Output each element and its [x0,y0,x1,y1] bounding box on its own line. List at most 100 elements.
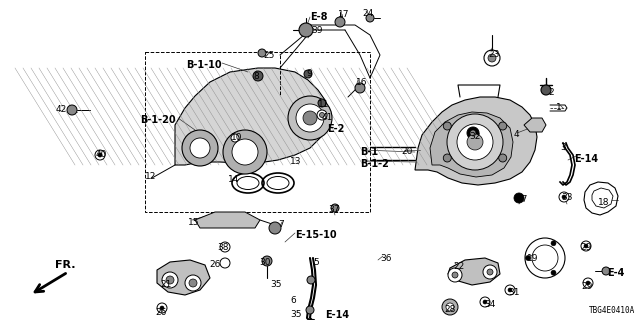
Circle shape [541,85,551,95]
Text: E-14: E-14 [325,310,349,320]
Circle shape [306,306,314,314]
Circle shape [288,96,332,140]
Text: FR.: FR. [55,260,76,270]
Circle shape [532,245,558,271]
Text: 2: 2 [548,88,554,97]
Text: E-14: E-14 [574,154,598,164]
Circle shape [499,154,507,162]
Text: 39: 39 [311,26,323,35]
Text: 29: 29 [581,282,593,291]
Circle shape [483,300,487,304]
Circle shape [296,104,324,132]
Text: 16: 16 [356,78,367,87]
Text: 11: 11 [318,100,330,109]
Circle shape [444,154,451,162]
Circle shape [562,195,566,199]
Circle shape [335,17,345,27]
Text: B-1-10: B-1-10 [186,60,221,70]
Text: 30: 30 [259,258,271,267]
Circle shape [447,114,503,170]
Text: 17: 17 [338,10,349,19]
Circle shape [581,241,591,251]
Text: 7: 7 [278,220,284,229]
Text: 26: 26 [209,260,220,269]
Circle shape [317,110,327,120]
Circle shape [262,256,272,266]
Circle shape [551,270,556,275]
Polygon shape [175,68,330,165]
Ellipse shape [267,177,289,189]
Text: 38: 38 [217,243,228,252]
Circle shape [166,276,174,284]
Circle shape [452,272,458,278]
Text: 14: 14 [228,175,239,184]
Ellipse shape [237,177,259,189]
Text: 1: 1 [556,103,562,112]
Text: 8: 8 [253,72,259,81]
Text: 12: 12 [145,172,156,181]
Circle shape [95,150,105,160]
Circle shape [232,139,258,165]
Circle shape [157,303,167,313]
Circle shape [457,124,493,160]
Circle shape [307,276,315,284]
Circle shape [189,279,197,287]
Circle shape [299,23,313,37]
Text: 18: 18 [598,198,609,207]
Circle shape [508,288,512,292]
Polygon shape [524,118,546,132]
Polygon shape [195,212,260,228]
Circle shape [470,130,476,136]
Circle shape [231,134,239,142]
Circle shape [525,255,531,260]
Text: 35: 35 [270,280,282,289]
Circle shape [444,122,451,130]
Circle shape [505,285,515,295]
Polygon shape [157,260,210,295]
Text: B-1-20: B-1-20 [140,115,175,125]
Circle shape [67,105,77,115]
Circle shape [584,244,588,248]
Circle shape [182,130,218,166]
Circle shape [269,222,281,234]
Circle shape [559,192,569,202]
Circle shape [467,134,483,150]
Text: 23: 23 [488,50,499,59]
Circle shape [483,265,497,279]
Text: 42: 42 [56,105,67,114]
Circle shape [258,49,266,57]
Circle shape [160,306,164,310]
Text: 27: 27 [516,195,527,204]
Text: 4: 4 [514,130,520,139]
Text: 10: 10 [231,133,243,142]
Circle shape [602,267,610,275]
Text: 5: 5 [313,258,319,267]
Text: 29: 29 [580,243,591,252]
Polygon shape [592,188,613,208]
Text: 3: 3 [560,143,566,152]
Circle shape [467,127,479,139]
Bar [145,52,370,212]
Text: E-4: E-4 [607,268,625,278]
Polygon shape [430,112,513,177]
Polygon shape [175,68,330,165]
Circle shape [223,130,267,174]
Circle shape [220,242,230,252]
Circle shape [318,99,326,107]
Circle shape [190,138,210,158]
Circle shape [487,269,493,275]
Circle shape [488,54,496,62]
Circle shape [583,278,593,288]
Circle shape [499,122,507,130]
Circle shape [586,281,590,285]
Text: 15: 15 [188,218,200,227]
Text: 36: 36 [380,254,392,263]
Polygon shape [415,97,537,185]
Text: E-8: E-8 [310,12,328,22]
Circle shape [185,275,201,291]
Text: 24: 24 [362,9,373,18]
Text: 37: 37 [328,205,339,214]
Circle shape [304,70,312,78]
Circle shape [253,71,263,81]
Circle shape [514,193,524,203]
